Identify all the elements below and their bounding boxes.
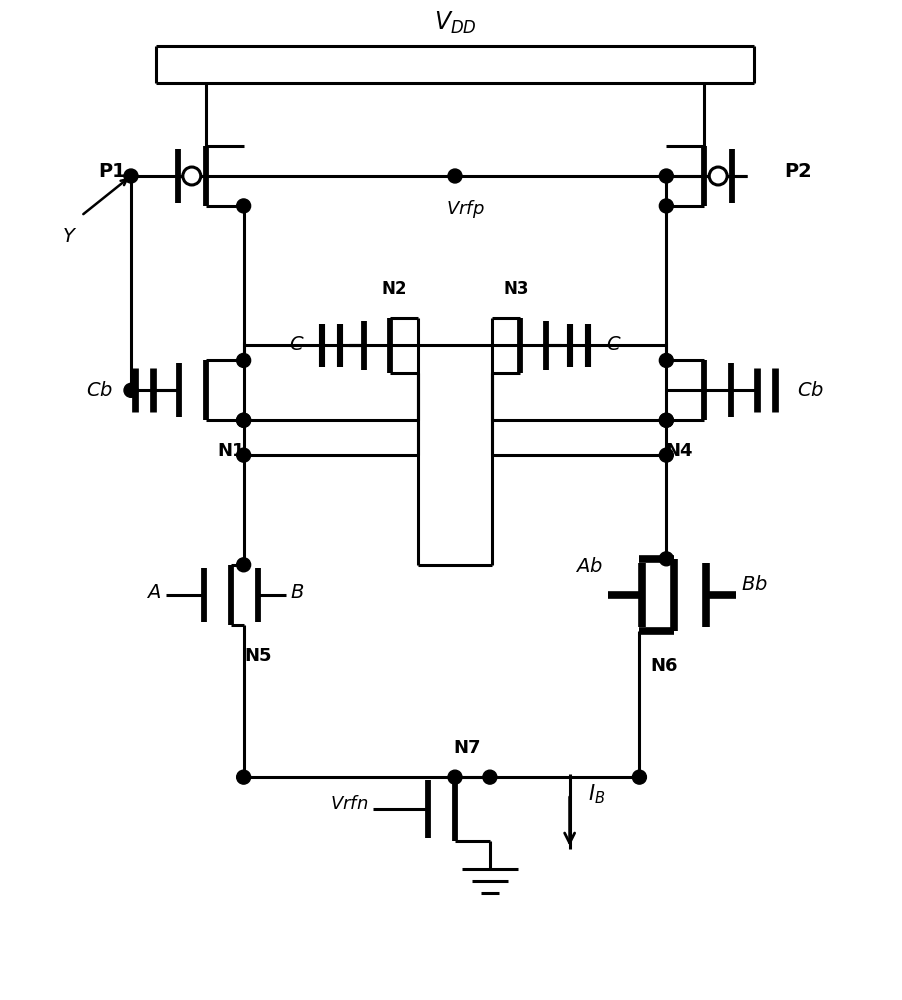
Circle shape bbox=[658, 169, 673, 183]
Text: $Y$: $Y$ bbox=[61, 228, 77, 246]
Circle shape bbox=[658, 552, 673, 566]
Circle shape bbox=[236, 353, 251, 367]
Text: $V_{DD}$: $V_{DD}$ bbox=[433, 10, 476, 36]
Circle shape bbox=[658, 448, 673, 462]
Text: N4: N4 bbox=[665, 442, 692, 460]
Circle shape bbox=[182, 167, 200, 185]
Text: N3: N3 bbox=[502, 280, 528, 298]
Text: P1: P1 bbox=[98, 162, 126, 181]
Circle shape bbox=[236, 199, 251, 213]
Circle shape bbox=[236, 413, 251, 427]
Text: $Cb$: $Cb$ bbox=[796, 381, 824, 400]
Circle shape bbox=[236, 558, 251, 572]
Text: N6: N6 bbox=[649, 657, 677, 675]
Text: $C$: $C$ bbox=[605, 336, 621, 354]
Text: $Ab$: $Ab$ bbox=[574, 557, 602, 576]
Text: $C$: $C$ bbox=[289, 336, 304, 354]
Text: N7: N7 bbox=[453, 739, 480, 757]
Circle shape bbox=[236, 448, 251, 462]
Circle shape bbox=[447, 770, 462, 784]
Text: N5: N5 bbox=[244, 647, 272, 665]
Circle shape bbox=[708, 167, 726, 185]
Text: $Cb$: $Cb$ bbox=[86, 381, 113, 400]
Circle shape bbox=[658, 199, 673, 213]
Text: $Bb$: $Bb$ bbox=[741, 575, 767, 594]
Circle shape bbox=[236, 413, 251, 427]
Text: $B$: $B$ bbox=[290, 584, 304, 602]
Circle shape bbox=[124, 169, 138, 183]
Circle shape bbox=[447, 169, 462, 183]
Circle shape bbox=[236, 770, 251, 784]
Text: $A$: $A$ bbox=[146, 584, 161, 602]
Circle shape bbox=[658, 413, 673, 427]
Circle shape bbox=[631, 770, 646, 784]
Text: N1: N1 bbox=[216, 442, 244, 460]
Text: N2: N2 bbox=[381, 280, 407, 298]
Circle shape bbox=[658, 353, 673, 367]
Text: $Vrfn$: $Vrfn$ bbox=[329, 795, 368, 813]
Text: $Vrfp$: $Vrfp$ bbox=[446, 198, 483, 220]
Circle shape bbox=[658, 413, 673, 427]
Text: $I_B$: $I_B$ bbox=[587, 782, 604, 806]
Text: P2: P2 bbox=[783, 162, 811, 181]
Circle shape bbox=[124, 383, 138, 397]
Circle shape bbox=[483, 770, 496, 784]
